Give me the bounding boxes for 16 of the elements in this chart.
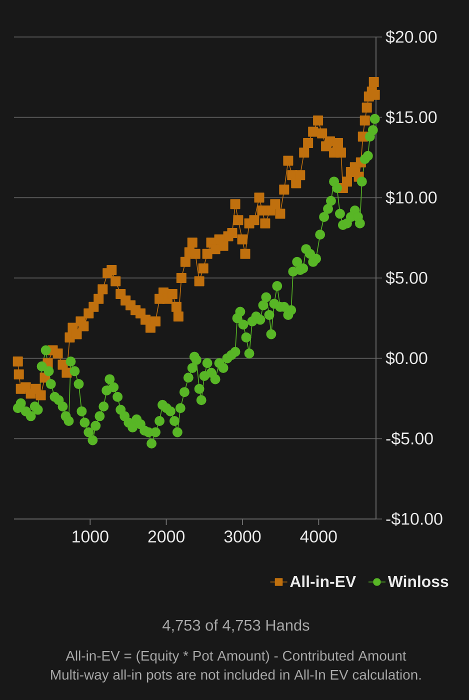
y-tick-label: $15.00 — [386, 110, 437, 124]
y-tick-label: -$5.00 — [386, 432, 433, 446]
y-tick-label: $10.00 — [386, 190, 437, 205]
text: Multi-way all-in pots are not included in All-In EV calculation. — [51, 669, 421, 682]
x-tick-label: 4000 — [300, 530, 337, 543]
x-tick-label: 3000 — [224, 530, 261, 543]
text: 4,753 of 4,753 Hands — [162, 619, 310, 633]
y-tick-label: $20.00 — [386, 30, 437, 44]
y-tick-label: $5.00 — [386, 271, 428, 285]
legend-label: Winloss — [388, 575, 448, 588]
y-tick-label: $0.00 — [386, 351, 428, 366]
y-tick-label: -$10.00 — [386, 512, 442, 526]
legend-label: All-in-EV — [290, 575, 356, 588]
text: All-in-EV = (Equity * Pot Amount) - Contributed Amount — [66, 650, 406, 664]
x-tick-label: 1000 — [72, 530, 108, 543]
x-tick-label: 2000 — [148, 530, 184, 543]
